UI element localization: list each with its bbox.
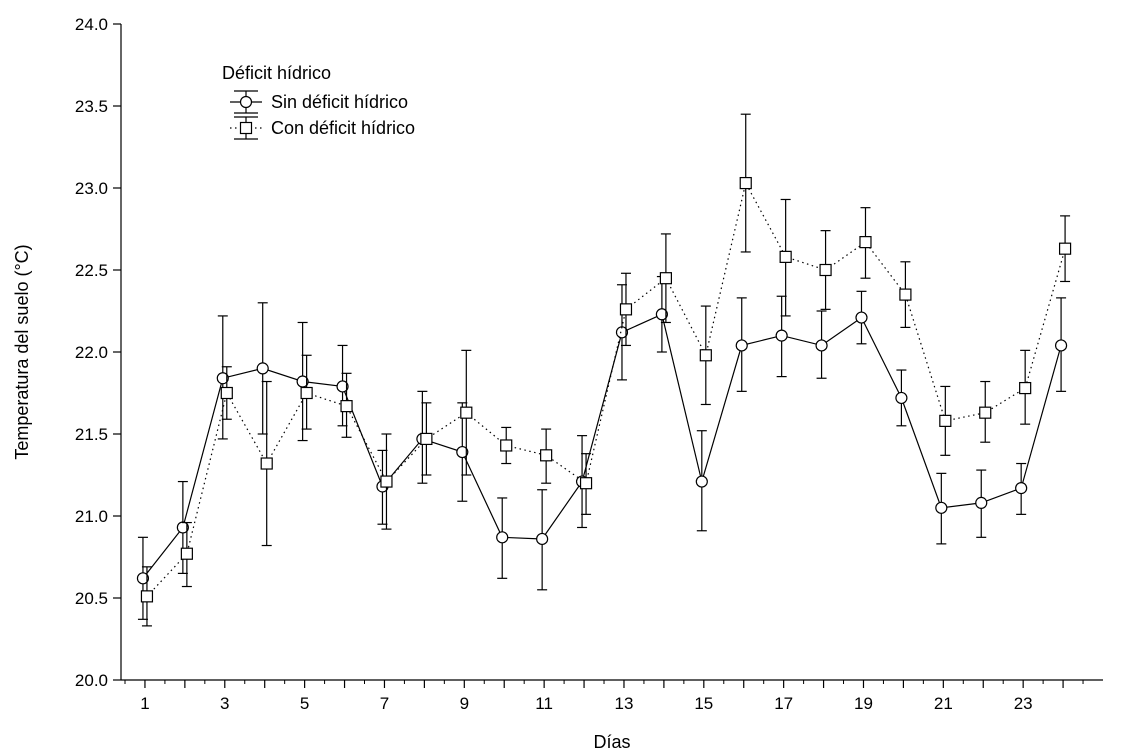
legend: Déficit hídrico Sin déficit hídrico Con d… — [222, 63, 415, 140]
data-point — [460, 406, 473, 419]
legend-marker — [239, 95, 253, 109]
data-point — [735, 339, 748, 352]
data-point — [260, 457, 273, 470]
x-axis-title: Días — [593, 732, 630, 752]
plot-area — [136, 113, 1072, 627]
data-point — [536, 532, 549, 546]
data-point — [540, 449, 553, 462]
x-tick-label: 19 — [854, 694, 873, 713]
y-tick-label: 22.5 — [75, 261, 108, 280]
y-tick-label: 23.0 — [75, 179, 108, 198]
y-tick-label: 22.0 — [75, 343, 108, 362]
data-point — [619, 303, 633, 316]
data-point — [220, 386, 233, 400]
data-point — [456, 445, 469, 459]
legend-marker — [239, 121, 253, 135]
x-tick-label: 5 — [300, 694, 309, 713]
legend-title: Déficit hídrico — [222, 63, 331, 83]
y-axis-title: Temperatura del suelo (°C) — [12, 244, 32, 459]
x-tick-label: 11 — [535, 694, 553, 713]
series-con-deficit — [140, 113, 1072, 627]
y-tick-label: 21.5 — [75, 425, 108, 444]
y-tick-label: 24.0 — [75, 15, 108, 34]
legend-entries: Sin déficit hídrico Con déficit hídrico — [230, 90, 415, 140]
legend-entry: Sin déficit hídrico — [230, 90, 408, 114]
data-point — [655, 308, 668, 321]
legend-entry: Con déficit hídrico — [230, 116, 415, 140]
data-point — [899, 288, 912, 301]
x-tick-label: 21 — [934, 694, 953, 713]
data-point — [975, 496, 988, 509]
x-tick-label: 7 — [380, 694, 389, 713]
data-point — [859, 236, 872, 249]
data-point — [779, 250, 792, 263]
x-tick-label: 15 — [694, 694, 713, 713]
data-point — [340, 400, 353, 413]
data-point — [979, 406, 992, 419]
x-tick-label: 17 — [774, 694, 793, 713]
data-point — [216, 372, 229, 385]
x-tick-label: 13 — [615, 694, 634, 713]
y-tick-label: 20.0 — [75, 671, 108, 690]
series-line — [142, 313, 1062, 579]
data-point — [775, 329, 788, 342]
data-point — [336, 380, 349, 393]
data-point — [695, 475, 708, 488]
x-tick-label: 9 — [460, 694, 469, 713]
data-point — [815, 339, 828, 352]
data-point — [180, 547, 193, 560]
data-point — [1054, 339, 1068, 352]
data-point — [739, 176, 752, 190]
axes: 20.020.521.021.522.022.523.023.524.01 3 5 7… — [75, 15, 1103, 713]
data-point — [496, 531, 509, 544]
data-point — [256, 362, 269, 375]
y-tick-label: 23.5 — [75, 97, 108, 116]
y-tick-label: 20.5 — [75, 589, 108, 608]
series-line — [146, 181, 1066, 597]
series-sin-deficit — [136, 275, 1068, 620]
data-point — [380, 475, 393, 488]
data-point — [136, 572, 150, 585]
data-point — [420, 432, 433, 446]
x-tick-label: 3 — [220, 694, 229, 713]
data-point — [140, 590, 154, 603]
legend-label: Sin déficit hídrico — [271, 92, 408, 112]
data-point — [659, 272, 672, 285]
data-point — [1015, 482, 1028, 495]
data-point — [615, 326, 629, 339]
data-point — [1019, 381, 1032, 395]
x-tick-label: 1 — [140, 694, 149, 713]
data-point — [500, 439, 513, 452]
legend-label: Con déficit hídrico — [271, 118, 415, 138]
y-tick-label: 21.0 — [75, 507, 108, 526]
data-point — [895, 391, 908, 405]
x-tick-label: 23 — [1014, 694, 1033, 713]
data-point — [819, 263, 832, 277]
data-point — [939, 414, 952, 427]
data-point — [300, 386, 313, 400]
data-point — [579, 477, 593, 490]
data-point — [855, 311, 868, 324]
data-point — [935, 501, 948, 514]
data-point — [699, 349, 712, 362]
data-point — [1058, 242, 1072, 255]
